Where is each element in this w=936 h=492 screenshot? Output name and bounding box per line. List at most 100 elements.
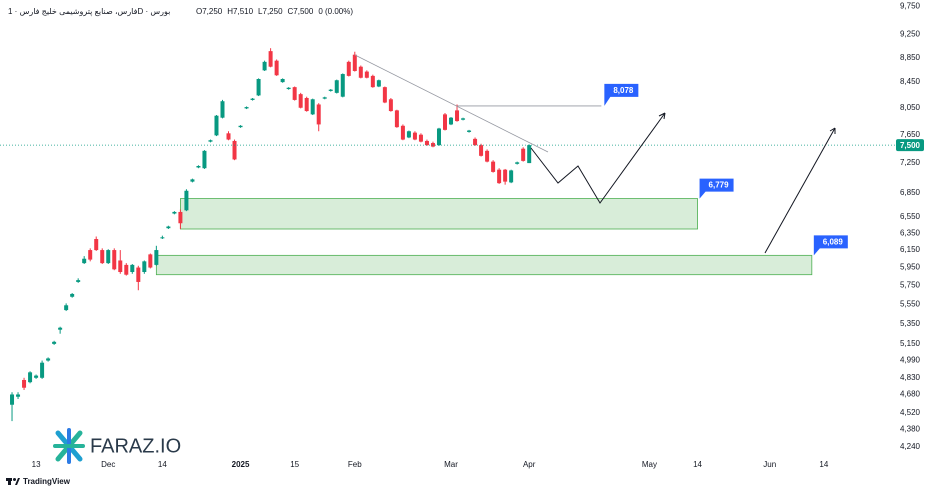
- candle-body: [322, 97, 327, 99]
- candle-body: [352, 54, 357, 71]
- y-tick-label: 5,950: [900, 263, 921, 272]
- candle-body: [184, 190, 189, 211]
- candle-body: [142, 261, 147, 273]
- projection-path: [530, 112, 666, 204]
- y-tick-label: 4,830: [900, 373, 921, 382]
- y-tick-label: 6,850: [900, 188, 921, 197]
- x-tick-label: 2025: [232, 460, 250, 469]
- y-tick-label: 4,520: [900, 408, 921, 417]
- candle-body: [238, 125, 243, 128]
- price-label-box: [699, 178, 734, 199]
- x-tick-label: 15: [290, 460, 299, 469]
- footer-brand: TradingView: [23, 477, 71, 486]
- candle-body: [346, 61, 351, 76]
- ohlc-value: L7,250: [258, 7, 283, 16]
- x-tick-label: May: [642, 460, 657, 469]
- candle-body: [64, 305, 69, 311]
- candle-body: [262, 61, 267, 71]
- price-label-box: [604, 83, 639, 106]
- candle-body: [418, 134, 423, 142]
- candle-body: [443, 114, 447, 130]
- y-tick-label: 4,680: [900, 390, 921, 399]
- candle-body: [172, 211, 177, 214]
- y-tick-label: 6,350: [900, 228, 921, 237]
- candle-body: [412, 132, 417, 140]
- y-tick-label: 7,250: [900, 158, 921, 167]
- tradingview-logo: [6, 478, 20, 485]
- candle-body: [280, 78, 285, 83]
- y-tick-label: 4,380: [900, 425, 921, 434]
- candle-body: [364, 71, 369, 78]
- y-tick-label: 4,990: [900, 356, 921, 365]
- candle-body: [106, 250, 111, 264]
- candle-body: [382, 87, 387, 103]
- candle-body: [136, 267, 141, 282]
- candle-body: [292, 87, 297, 100]
- x-tick-label: Apr: [523, 460, 536, 469]
- candle-body: [226, 133, 231, 140]
- candle-body: [160, 237, 165, 239]
- candle-body: [220, 101, 225, 118]
- price-label: 8,078: [613, 86, 634, 95]
- candle-body: [455, 110, 460, 122]
- candle-body: [394, 110, 399, 128]
- ohlc-header: O7,250 H7,510 L7,250 C7,500 0 (0.00%): [196, 7, 353, 16]
- candle-body: [154, 250, 159, 265]
- candle-body: [286, 87, 291, 90]
- arrow-head: [829, 127, 836, 134]
- candle-body: [268, 51, 273, 67]
- candle-body: [388, 99, 393, 112]
- candle-body: [406, 131, 411, 138]
- candle-body: [148, 254, 153, 268]
- candle-body: [16, 394, 21, 397]
- symbol-title: فارس، صنایع پتروشیمی خلیج فارس · 1D · بو…: [8, 7, 170, 16]
- candle-body: [94, 239, 99, 251]
- candle-body: [298, 94, 303, 108]
- y-tick-label: 8,450: [900, 77, 921, 86]
- y-tick-label: 4,240: [900, 442, 921, 451]
- x-tick-label: 13: [32, 460, 41, 469]
- candle-body: [124, 264, 129, 275]
- ohlc-value: 0 (0.00%): [318, 7, 353, 16]
- candle-body: [485, 150, 490, 162]
- y-tick-label: 5,350: [900, 319, 921, 328]
- candle-body: [316, 104, 321, 125]
- candle-body: [497, 169, 502, 184]
- y-tick-label: 8,850: [900, 53, 921, 62]
- x-tick-label: Mar: [444, 460, 458, 469]
- y-tick-label: 5,750: [900, 281, 921, 290]
- y-tick-label: 8,050: [900, 103, 921, 112]
- candle-body: [34, 375, 39, 378]
- candle-body: [328, 89, 333, 91]
- candle-body: [436, 128, 441, 146]
- last-price-box: [896, 139, 924, 152]
- price-label: 6,089: [823, 237, 844, 246]
- candle-body: [527, 145, 532, 164]
- x-tick-label: Dec: [101, 460, 115, 469]
- candle-body: [10, 394, 15, 405]
- ohlc-value: C7,500: [288, 7, 314, 16]
- y-tick-label: 6,550: [900, 212, 921, 221]
- candle-body: [28, 372, 33, 383]
- candle-body: [358, 66, 363, 78]
- trend-line: [354, 54, 549, 153]
- watermark-logo: [53, 428, 85, 464]
- candle-body: [491, 161, 496, 172]
- candle-body: [88, 250, 93, 260]
- candle-body: [256, 78, 261, 96]
- candle-body: [515, 162, 520, 164]
- candle-body: [22, 379, 27, 388]
- candle-body: [76, 280, 81, 282]
- support-zone: [180, 198, 698, 230]
- candle-body: [310, 99, 315, 115]
- candle-body: [461, 118, 466, 120]
- candle-body: [467, 130, 472, 132]
- candle-body: [112, 250, 117, 270]
- x-tick-label: Jun: [763, 460, 776, 469]
- candle-body: [166, 226, 171, 229]
- x-tick-label: 14: [158, 460, 167, 469]
- x-tick-label: 14: [819, 460, 828, 469]
- y-tick-label: 7,650: [900, 130, 921, 139]
